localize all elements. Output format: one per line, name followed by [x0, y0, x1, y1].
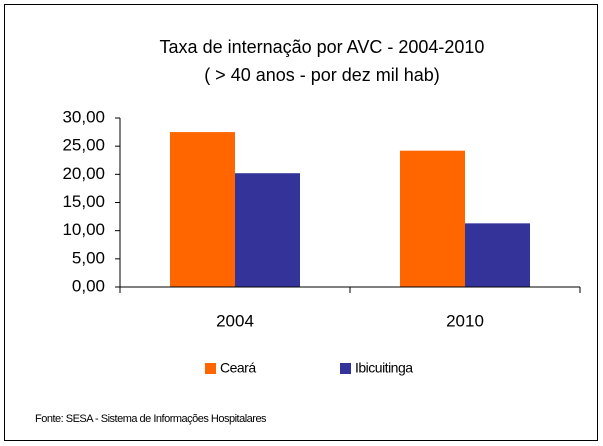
y-tick-label: 0,00: [72, 276, 105, 295]
legend-swatch: [205, 363, 216, 374]
frame: [4, 4, 598, 441]
legend-swatch: [340, 363, 351, 374]
bar: [235, 173, 300, 287]
y-tick-label: 30,00: [62, 107, 105, 126]
y-tick-label: 15,00: [62, 192, 105, 211]
source-note: Fonte: SESA - Sistema de Informações Hos…: [35, 413, 267, 425]
chart-subtitle: ( > 40 anos - por dez mil hab): [204, 65, 440, 85]
x-tick-label: 2010: [446, 311, 484, 330]
x-tick-label: 2004: [216, 311, 254, 330]
bar: [465, 223, 530, 287]
y-tick-label: 25,00: [62, 136, 105, 155]
legend-label: Ceará: [220, 360, 256, 376]
bar: [170, 132, 235, 287]
y-tick-label: 5,00: [72, 248, 105, 267]
chart-title: Taxa de internação por AVC - 2004-2010: [160, 37, 485, 57]
legend-label: Ibicuitinga: [355, 360, 413, 376]
y-tick-label: 20,00: [62, 164, 105, 183]
y-tick-label: 10,00: [62, 220, 105, 239]
bar: [400, 150, 465, 287]
